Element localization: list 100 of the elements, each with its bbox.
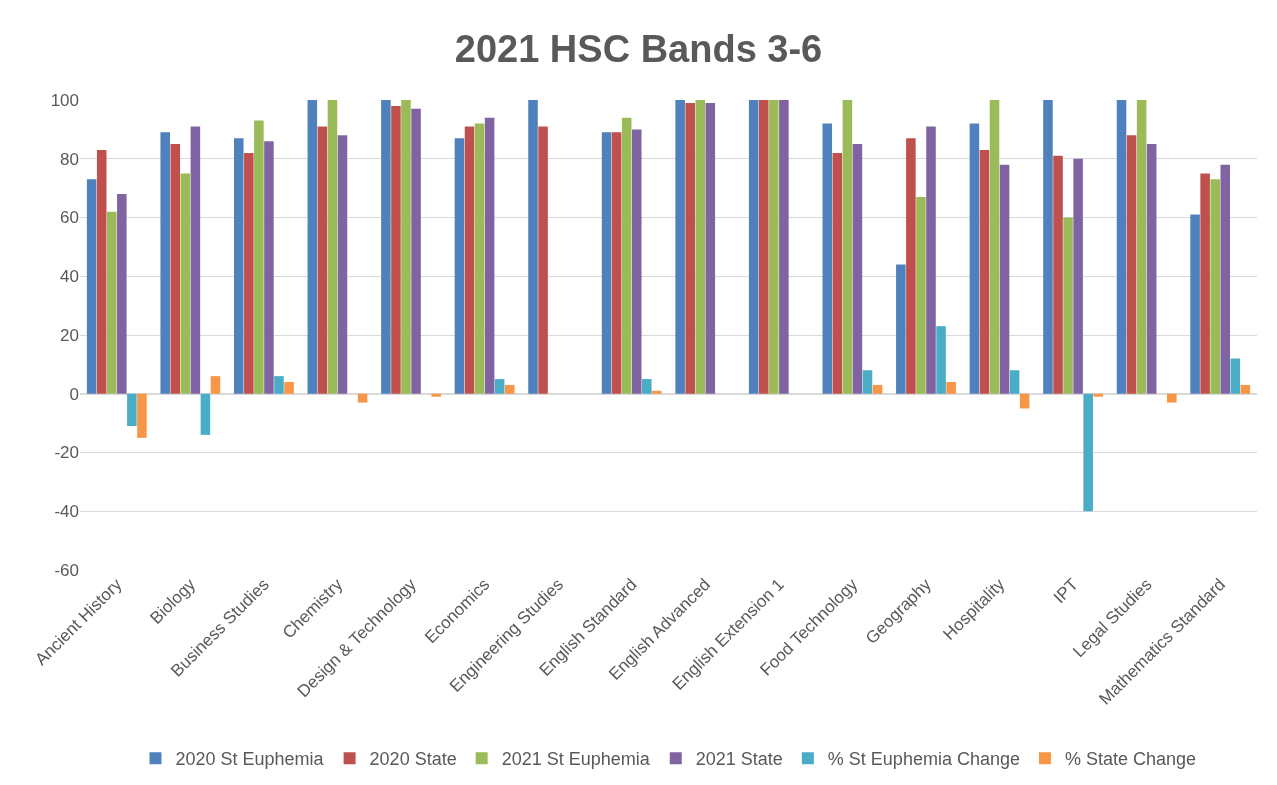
bar xyxy=(601,132,612,394)
bar xyxy=(611,132,622,394)
bar xyxy=(852,144,863,394)
bar xyxy=(411,108,421,394)
bar xyxy=(274,376,284,394)
bar xyxy=(675,100,685,394)
bar xyxy=(1083,393,1093,512)
bar xyxy=(1126,135,1137,394)
bar xyxy=(1053,155,1063,394)
bar xyxy=(401,100,411,394)
bar xyxy=(307,100,318,394)
bar xyxy=(1240,384,1251,394)
bar xyxy=(170,144,181,394)
bar xyxy=(748,100,759,394)
y-tick-label: -60 xyxy=(54,560,79,580)
bar xyxy=(1063,217,1073,394)
bar xyxy=(504,384,515,394)
y-tick-label: 60 xyxy=(60,208,79,228)
legend-label: % State Change xyxy=(1064,749,1197,770)
bar xyxy=(989,100,1000,394)
bar xyxy=(842,100,853,394)
bar xyxy=(1220,164,1231,394)
bar xyxy=(758,100,769,394)
y-tick-label: -40 xyxy=(54,502,79,522)
bar xyxy=(695,100,706,394)
bar xyxy=(464,126,475,394)
y-tick-label: -20 xyxy=(54,443,79,463)
bar xyxy=(1230,358,1241,394)
bar xyxy=(284,382,294,394)
bar xyxy=(1116,100,1127,394)
bar xyxy=(1167,393,1177,403)
bar xyxy=(1190,214,1200,394)
bar xyxy=(979,149,990,394)
bar xyxy=(872,384,883,394)
bar xyxy=(926,126,936,394)
bar xyxy=(337,135,348,394)
bar xyxy=(631,129,642,394)
bar xyxy=(1210,179,1220,394)
y-tick-label: 80 xyxy=(60,149,79,169)
bar xyxy=(832,152,843,394)
bar xyxy=(916,196,926,394)
bar xyxy=(621,117,632,394)
bar xyxy=(180,173,191,394)
bar xyxy=(244,152,254,394)
bar xyxy=(642,379,652,394)
bar xyxy=(431,393,441,397)
bar xyxy=(234,138,244,394)
bar xyxy=(160,132,170,394)
bar xyxy=(906,138,916,394)
bar xyxy=(210,376,221,394)
bar xyxy=(969,123,980,394)
y-tick-label: 20 xyxy=(60,325,79,345)
bar xyxy=(1093,393,1103,397)
legend-label: 2021 State xyxy=(695,749,783,770)
bar xyxy=(106,211,117,394)
bar xyxy=(494,379,505,394)
x-tick-label: IPT xyxy=(1049,574,1082,608)
bar xyxy=(117,194,127,394)
bar xyxy=(652,390,662,394)
y-tick-label: 100 xyxy=(50,90,79,110)
bar xyxy=(391,105,401,394)
bar xyxy=(862,370,873,394)
bar xyxy=(946,382,956,394)
bar xyxy=(769,100,779,394)
y-tick-label: 0 xyxy=(69,384,79,404)
bar xyxy=(528,100,538,394)
legend-label: % St Euphemia Change xyxy=(827,749,1020,770)
bar xyxy=(317,126,328,394)
bar xyxy=(484,117,495,394)
bar xyxy=(200,393,211,435)
bar xyxy=(999,164,1010,394)
bar xyxy=(685,102,695,394)
bar xyxy=(936,326,946,394)
bar xyxy=(327,100,338,394)
bar xyxy=(190,126,201,394)
bar xyxy=(538,126,548,394)
bar xyxy=(381,100,391,394)
bar xyxy=(1073,158,1083,394)
bar xyxy=(896,264,906,394)
bar xyxy=(1200,173,1210,394)
bar xyxy=(127,393,137,427)
chart-title: 2021 HSC Bands 3-6 xyxy=(454,27,823,70)
bar xyxy=(822,123,833,394)
bar xyxy=(1136,100,1147,394)
bar xyxy=(96,149,107,394)
legend-label: 2020 St Euphemia xyxy=(175,749,325,770)
bar xyxy=(264,141,274,394)
legend-label: 2021 St Euphemia xyxy=(501,749,651,770)
bar xyxy=(254,120,264,394)
bar xyxy=(357,393,368,403)
bar xyxy=(1019,393,1030,409)
bar xyxy=(86,179,97,394)
bar xyxy=(779,100,789,394)
bar xyxy=(1009,370,1020,394)
legend-label: 2020 State xyxy=(369,749,457,770)
bar xyxy=(1043,100,1053,394)
y-tick-label: 40 xyxy=(60,267,79,287)
bar xyxy=(137,393,147,438)
bar xyxy=(474,123,485,394)
bar xyxy=(1146,144,1157,394)
